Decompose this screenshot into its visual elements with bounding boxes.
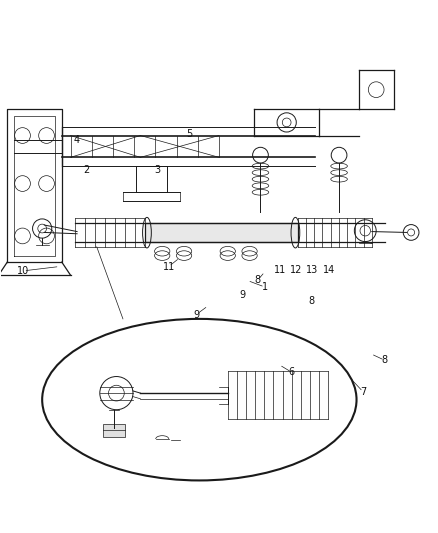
- Text: 5: 5: [186, 129, 192, 139]
- Text: 12: 12: [290, 265, 303, 275]
- Text: 14: 14: [323, 265, 335, 275]
- Text: 3: 3: [154, 165, 160, 175]
- Text: 11: 11: [274, 265, 286, 275]
- FancyBboxPatch shape: [145, 223, 297, 243]
- Text: 10: 10: [17, 266, 29, 276]
- Text: 6: 6: [288, 367, 294, 377]
- FancyBboxPatch shape: [103, 424, 125, 437]
- Text: 4: 4: [74, 135, 80, 145]
- Text: 8: 8: [308, 296, 314, 305]
- Text: 2: 2: [84, 165, 90, 175]
- Text: 11: 11: [162, 262, 175, 271]
- Text: 13: 13: [306, 265, 318, 275]
- Text: 9: 9: [193, 310, 199, 319]
- Text: 7: 7: [360, 387, 366, 397]
- Text: 1: 1: [262, 282, 268, 292]
- Text: 8: 8: [254, 276, 261, 286]
- Text: 8: 8: [382, 356, 388, 365]
- Text: 9: 9: [239, 290, 245, 300]
